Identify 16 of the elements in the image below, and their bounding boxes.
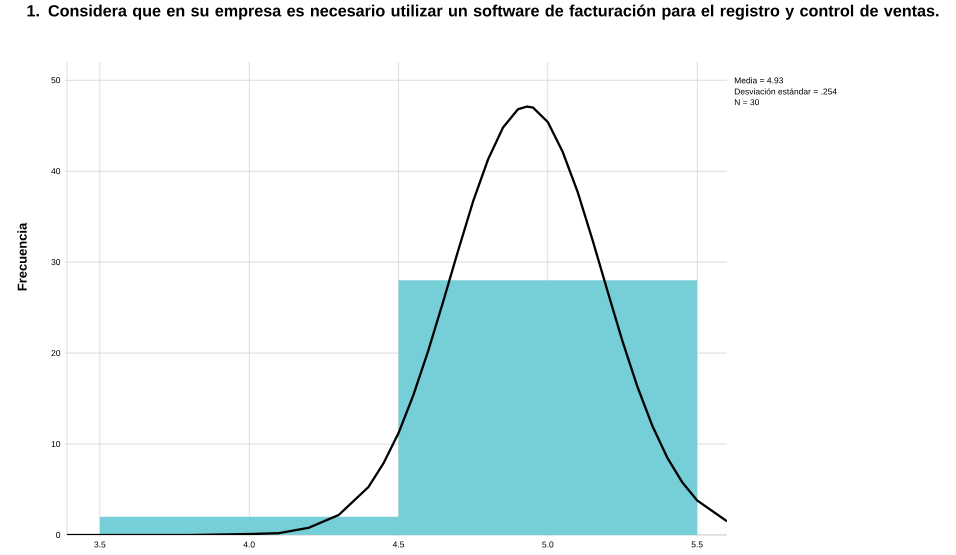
y-tick-label: 40 bbox=[51, 168, 60, 174]
text: N = 30 bbox=[734, 99, 760, 106]
chart-title: 1. Considera que en su empresa es necesario utilizar un software de facturación para el registro y control de ventas. bbox=[28, 4, 938, 20]
y-axis-title: Frecuencia bbox=[17, 222, 27, 290]
x-tick-label: 3.5 bbox=[94, 542, 106, 548]
y-tick-label: 0 bbox=[56, 532, 60, 538]
y-tick-label: 20 bbox=[51, 350, 60, 356]
y-tick-label: 10 bbox=[52, 441, 60, 448]
text: Media = 4.93 bbox=[734, 77, 784, 84]
x-tick-label: 4.0 bbox=[243, 542, 255, 548]
text: Desviación estándar = .254 bbox=[734, 88, 837, 94]
y-tick-label: 50 bbox=[51, 77, 60, 84]
x-tick-label: 4.5 bbox=[392, 542, 404, 548]
x-tick-label: 5.0 bbox=[542, 542, 554, 548]
y-tick-label: 30 bbox=[51, 259, 60, 266]
x-tick-label: 5.5 bbox=[692, 542, 703, 548]
